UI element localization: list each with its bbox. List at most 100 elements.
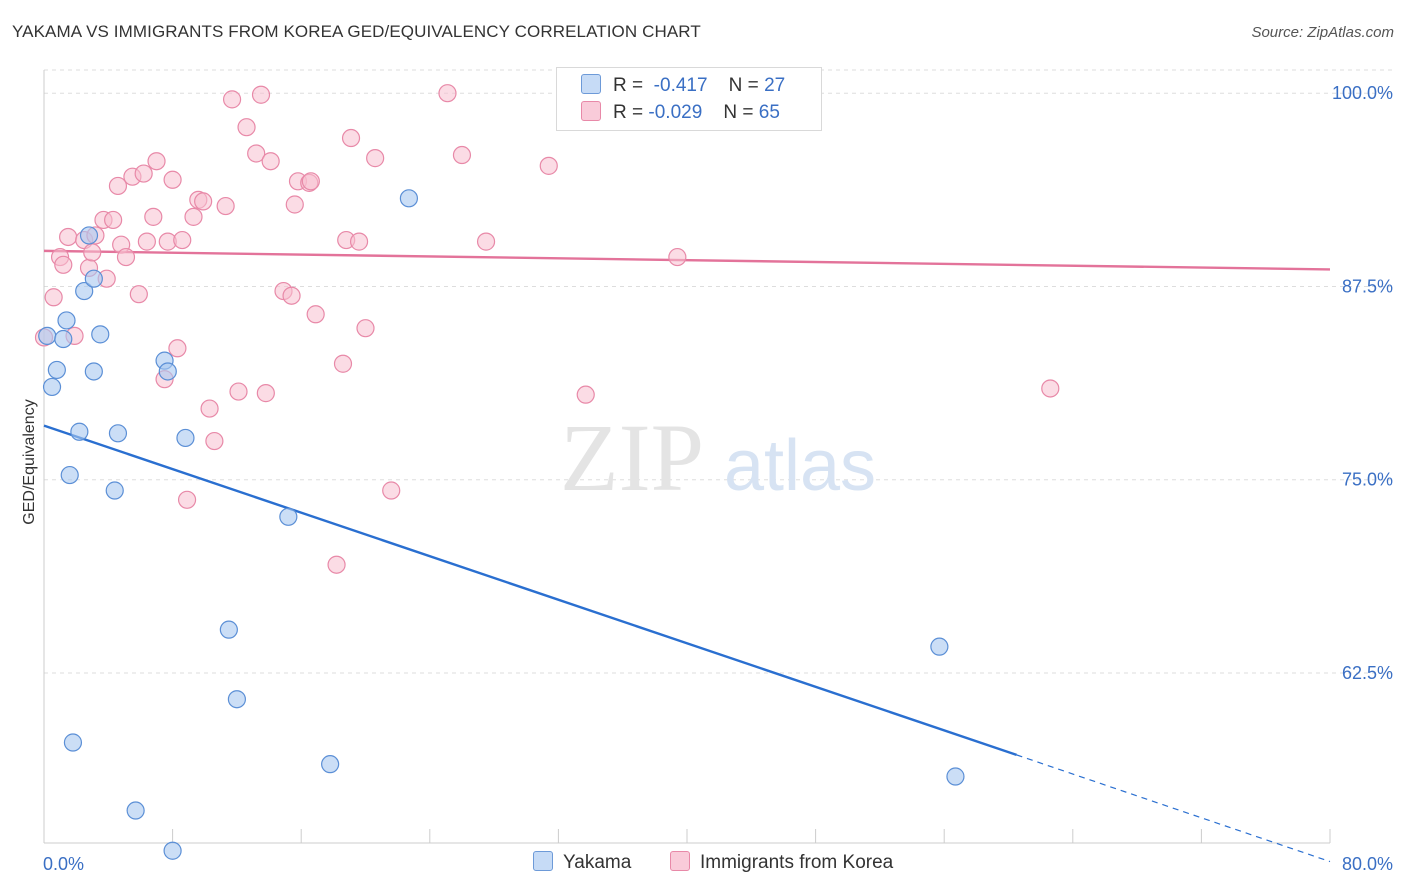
y-tick-label: 100.0% <box>1332 83 1393 103</box>
korea-point <box>59 227 78 247</box>
yakama-point <box>279 507 298 526</box>
korea-point <box>285 195 304 214</box>
korea-point <box>237 118 256 137</box>
x-min-label: 0.0% <box>43 854 84 874</box>
series-swatch-korea <box>670 851 690 871</box>
yakama-trend-line <box>43 424 1017 757</box>
gridlines <box>44 69 1392 674</box>
data-points <box>34 84 1060 860</box>
yakama-point <box>321 755 340 774</box>
source-label: Source: ZipAtlas.com <box>1251 24 1394 41</box>
korea-point <box>177 490 197 509</box>
korea-point <box>54 255 73 274</box>
korea-point <box>438 84 457 103</box>
korea-point <box>306 305 325 324</box>
yakama-point <box>158 362 177 381</box>
yakama-point <box>219 620 238 639</box>
legend-row-yakama: R = -0.417 N = 27 <box>581 74 785 98</box>
korea-point <box>382 481 401 500</box>
x-max-label: 80.0% <box>1342 854 1393 874</box>
korea-point <box>147 152 166 171</box>
legend-swatch-yakama <box>581 74 601 94</box>
legend-r-label: R = <box>613 75 644 96</box>
trend-lines <box>43 249 1331 863</box>
korea-point <box>256 384 275 403</box>
korea-point <box>129 285 148 304</box>
yakama-point <box>176 428 195 448</box>
korea-point <box>200 399 219 418</box>
yakama-point <box>79 226 99 245</box>
y-axis-label: GED/Equivalency <box>21 399 38 524</box>
korea-point <box>333 354 353 373</box>
watermark: ZIP atlas <box>560 404 876 511</box>
korea-trend-line <box>43 249 1331 271</box>
korea-point <box>282 286 301 305</box>
series-label-yakama: Yakama <box>563 852 632 873</box>
legend-n-label: N = <box>728 75 759 96</box>
yakama-point <box>91 325 110 344</box>
korea-point <box>341 128 361 148</box>
y-tick-label: 62.5% <box>1342 663 1393 683</box>
korea-point <box>168 339 187 358</box>
legend-r-value-korea: -0.029 <box>648 102 703 123</box>
korea-point <box>194 192 213 211</box>
legend-n-value-korea: 65 <box>758 102 780 123</box>
yakama-point <box>227 690 246 709</box>
legend-swatch-korea <box>581 101 601 121</box>
yakama-point <box>63 733 83 752</box>
yakama-trend-extension <box>1016 754 1331 863</box>
korea-point <box>205 431 224 451</box>
yakama-point <box>946 767 965 786</box>
yakama-point <box>108 424 128 443</box>
korea-point <box>44 288 63 307</box>
korea-point <box>301 172 320 191</box>
korea-point <box>116 247 136 267</box>
series-legend-yakama: Yakama <box>533 851 631 874</box>
korea-point <box>247 144 266 163</box>
legend-r-value-yakama: -0.417 <box>653 75 708 96</box>
korea-point <box>576 385 595 404</box>
yakama-point <box>57 311 76 330</box>
y-tick-label: 75.0% <box>1342 470 1393 490</box>
yakama-point <box>84 269 103 288</box>
korea-point <box>327 555 346 574</box>
chart-title: YAKAMA VS IMMIGRANTS FROM KOREA GED/EQUI… <box>12 22 701 41</box>
yakama-point <box>126 801 145 820</box>
correlation-legend: R = -0.417 N = 27 R = -0.029 N = 65 <box>556 67 822 131</box>
yakama-point <box>105 481 124 500</box>
korea-point <box>173 230 192 250</box>
korea-point <box>163 170 182 189</box>
series-label-korea: Immigrants from Korea <box>700 852 894 873</box>
y-tick-labels: 62.5% 75.0% 87.5% 100.0% <box>1332 83 1393 683</box>
korea-point <box>134 164 153 183</box>
korea-point <box>229 382 248 401</box>
yakama-point <box>47 360 66 380</box>
series-legend-korea: Immigrants from Korea <box>670 851 893 874</box>
yakama-point <box>54 329 73 349</box>
korea-point <box>83 243 102 262</box>
korea-point <box>366 149 385 168</box>
yakama-point <box>70 422 89 441</box>
korea-point <box>539 156 558 175</box>
korea-point <box>184 207 203 226</box>
yakama-point <box>399 189 419 208</box>
y-tick-label: 87.5% <box>1342 276 1393 296</box>
korea-point <box>668 247 687 267</box>
korea-point <box>476 232 496 251</box>
legend-row-korea: R = -0.029 N = 65 <box>581 101 780 125</box>
korea-point <box>104 210 123 230</box>
korea-point <box>1041 379 1060 398</box>
korea-point <box>137 232 156 251</box>
korea-point <box>222 90 242 109</box>
yakama-point <box>163 841 182 860</box>
korea-point <box>144 207 163 226</box>
legend-n-value-yakama: 27 <box>764 75 786 96</box>
watermark-zip: ZIP <box>560 404 704 511</box>
yakama-point <box>60 465 79 485</box>
korea-point <box>261 152 280 171</box>
legend-n-label: N = <box>723 102 754 123</box>
korea-point <box>108 176 128 196</box>
korea-point <box>452 145 472 165</box>
yakama-point <box>38 326 57 346</box>
